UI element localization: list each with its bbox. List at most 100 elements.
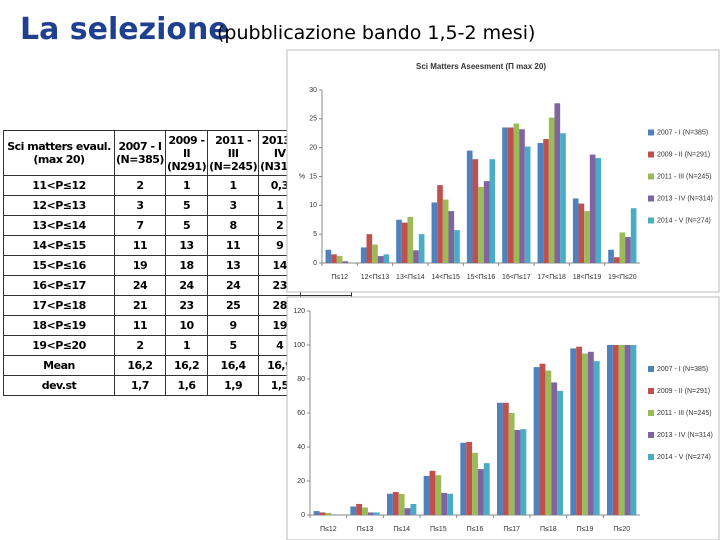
x-tick-label: Π≤19 (577, 526, 594, 533)
bar (625, 237, 631, 263)
legend-label: 2014 - V (N=274) (657, 454, 711, 461)
bar (350, 506, 357, 515)
legend-label: 2011 - III (N=245) (657, 173, 712, 180)
x-tick-label: Π≤20 (613, 526, 630, 533)
bar (342, 261, 349, 263)
bar (630, 208, 637, 263)
x-tick-label: 16<Π≤17 (502, 274, 531, 281)
legend-swatch (648, 432, 654, 438)
legend-swatch (648, 217, 654, 224)
bar (483, 463, 490, 515)
legend-label: 2014 - V (N=274) (657, 217, 711, 224)
bar (454, 230, 460, 263)
bar (460, 442, 467, 515)
y-tick-label: 100 (293, 342, 305, 349)
x-tick-label: Π≤13 (357, 526, 374, 533)
bar (508, 413, 515, 515)
x-tick-label: 14<Π≤15 (431, 274, 460, 281)
table-cell: dev.st (3, 375, 115, 396)
bar (423, 475, 430, 515)
legend-label: 2007 - I (N=385) (657, 129, 708, 136)
bar (401, 222, 408, 263)
legend-label: 2013 - IV (N=314) (657, 432, 713, 439)
y-tick-label: 120 (293, 308, 305, 315)
bar (576, 346, 583, 515)
bar (331, 254, 337, 263)
bar (325, 512, 332, 515)
bar (607, 345, 613, 515)
table-cell: 14<P≤15 (3, 235, 115, 256)
bar (398, 493, 405, 515)
legend-swatch (648, 388, 654, 394)
bar (396, 219, 402, 263)
x-tick-label: 13<Π≤14 (396, 274, 425, 281)
bar (545, 370, 552, 515)
y-axis-label: % (299, 173, 305, 180)
table-cell: 2007 - I (N=385) (114, 130, 166, 176)
x-tick-label: 18<Π≤19 (573, 274, 602, 281)
bar (313, 511, 320, 515)
bar (435, 475, 442, 515)
y-tick-label: 20 (297, 478, 305, 485)
bar (472, 452, 478, 515)
bar (383, 254, 390, 263)
bar (441, 492, 448, 515)
legend-label: 2009 - II (N=291) (657, 151, 710, 158)
y-tick-label: 20 (309, 145, 317, 152)
y-tick-label: 15 (309, 173, 317, 180)
bar (572, 198, 579, 263)
bar (507, 127, 514, 263)
bar (472, 159, 479, 263)
bar (533, 367, 540, 515)
bar (578, 203, 585, 263)
legend-swatch (648, 410, 654, 416)
bar (360, 247, 367, 263)
bar (466, 150, 473, 263)
bar (554, 103, 561, 263)
bar (497, 402, 503, 515)
table-cell: 17<P≤18 (3, 295, 115, 316)
x-tick-label: Π≤15 (430, 526, 447, 533)
bar (619, 232, 626, 263)
y-tick-label: 40 (297, 444, 305, 451)
bar (429, 470, 436, 515)
bar (448, 211, 455, 263)
bar (387, 493, 393, 515)
legend-label: 2009 - II (N=291) (657, 388, 710, 395)
bar (608, 249, 614, 263)
bar (367, 512, 374, 515)
y-tick-label: 25 (309, 116, 317, 123)
bar (442, 199, 449, 263)
bar (392, 492, 399, 515)
bar (431, 202, 438, 263)
bar (325, 249, 332, 263)
table-cell: 1,6 (164, 375, 209, 396)
bar (418, 234, 425, 263)
bar (410, 503, 417, 515)
legend-label: 2011 - III (N=245) (657, 410, 712, 417)
y-tick-label: 30 (309, 87, 317, 94)
bar (478, 186, 484, 263)
bar (595, 158, 602, 263)
bar (366, 234, 373, 263)
slide-subtitle: (pubblicazione bando 1,5-2 mesi) (217, 22, 536, 44)
bar (336, 256, 343, 263)
bar (502, 402, 509, 515)
bar (513, 123, 520, 264)
bar (539, 363, 546, 515)
legend-swatch (648, 129, 654, 136)
x-tick-label: Π≤12 (320, 526, 337, 533)
y-tick-label: 60 (297, 410, 305, 417)
y-tick-label: 5 (313, 231, 317, 238)
x-tick-label: Π≤17 (503, 526, 520, 533)
table-cell: 15<P≤16 (3, 255, 115, 276)
table-cell: 16,2 (114, 355, 166, 376)
bar (502, 127, 508, 263)
bar (618, 345, 625, 515)
x-tick-label: 12<Π≤13 (361, 274, 390, 281)
legend-swatch (648, 173, 654, 180)
x-tick-label: Π≤18 (540, 526, 557, 533)
legend-swatch (648, 151, 654, 158)
bar (356, 503, 363, 515)
